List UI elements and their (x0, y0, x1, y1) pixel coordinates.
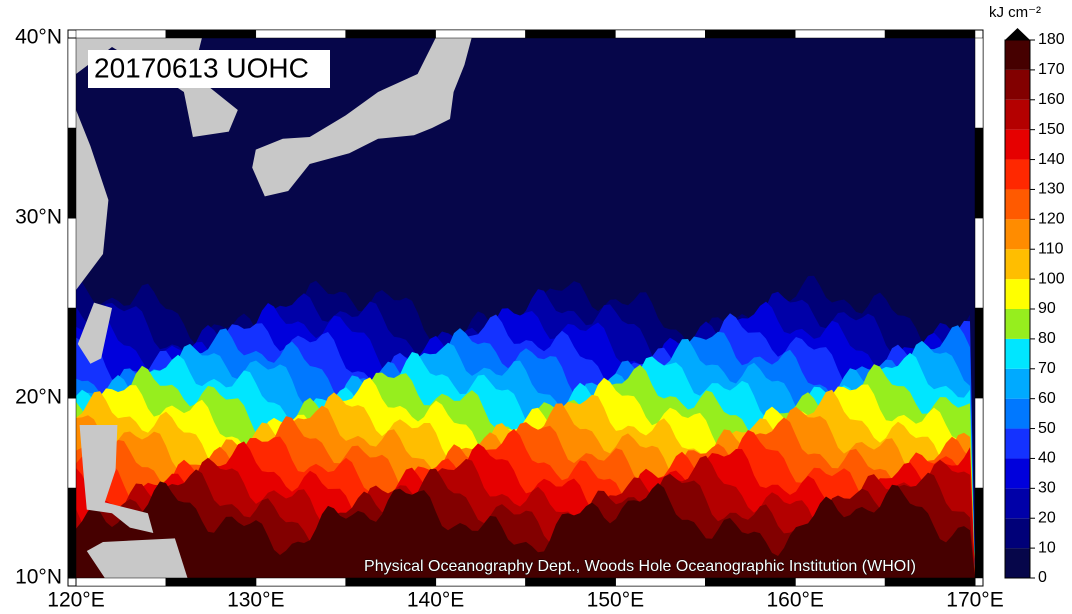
colorbar-cell (1005, 219, 1030, 250)
frame-segment (974, 307, 984, 399)
y-tick-label: 30°N (15, 206, 62, 229)
frame-segment (974, 397, 984, 489)
land (76, 38, 238, 137)
colorbar-tick-label: 140 (1038, 151, 1065, 168)
colorbar-tick-label: 40 (1038, 450, 1056, 467)
title-box (88, 50, 330, 88)
credit: Physical Oceanography Dept., Woods Hole … (364, 558, 916, 575)
x-tick-label: 160°E (766, 589, 823, 612)
frame-segment (884, 29, 976, 39)
colorbar-cell (1005, 488, 1030, 519)
land (252, 38, 472, 197)
map-area (76, 38, 975, 578)
x-tick-label: 170°E (946, 589, 1003, 612)
colorbar-cell (1005, 428, 1030, 459)
colorbar-tick-label: 80 (1038, 330, 1056, 347)
colorbar-tick-label: 10 (1038, 539, 1056, 556)
colorbar-cell (1005, 129, 1030, 160)
frame-segment (974, 217, 984, 309)
y-tick-label: 20°N (15, 386, 62, 409)
colorbar-cell (1005, 40, 1030, 70)
frame-segment (884, 577, 976, 587)
frame-segment (794, 29, 886, 39)
colorbar-tick-label: 170 (1038, 61, 1065, 78)
map-frame (67, 29, 984, 587)
frame-segment (165, 577, 257, 587)
frame-segment (705, 577, 796, 587)
colorbar-cell (1005, 458, 1030, 489)
colorbar-tick-label: 110 (1038, 240, 1064, 257)
colorbar-tick-label: 30 (1038, 480, 1056, 497)
colorbar-cell (1005, 548, 1030, 578)
colorbar-tick-label: 0 (1038, 569, 1047, 586)
frame-segment (67, 217, 77, 309)
x-tick-label: 130°E (227, 589, 284, 612)
colorbar-cell (1005, 189, 1030, 220)
colorbar-tick-label: 120 (1038, 211, 1065, 228)
frame-segment (794, 577, 886, 587)
land (86, 538, 188, 578)
frame-segment (974, 487, 984, 579)
colorbar-cell (1005, 279, 1030, 309)
colorbar-cell (1005, 338, 1030, 369)
frame-segment (345, 29, 436, 39)
colorbar-extend (1005, 28, 1030, 40)
frame-segment (525, 29, 616, 39)
colorbar-cell (1005, 518, 1030, 549)
frame-segment (974, 37, 984, 129)
frame-segment (615, 577, 706, 587)
colorbar-cell (1005, 99, 1030, 130)
frame-segment (67, 397, 77, 489)
y-tick-label: 10°N (15, 566, 62, 589)
land (77, 302, 112, 364)
colorbar-cell (1005, 398, 1030, 429)
frame-segment (255, 577, 346, 587)
colorbar-cell (1005, 249, 1030, 280)
colorbar-tick-label: 70 (1038, 360, 1056, 377)
colorbar-tick-label: 150 (1038, 121, 1065, 138)
heat-band (76, 481, 975, 578)
colorbar-tick-label: 20 (1038, 509, 1056, 526)
colorbar-cell (1005, 159, 1030, 190)
frame-segment (67, 487, 77, 579)
x-tick-label: 150°E (587, 589, 644, 612)
frame-segment (67, 307, 77, 399)
frame-segment (615, 29, 706, 39)
frame-segment (705, 29, 796, 39)
frame-segment (435, 577, 526, 587)
frame-segment (75, 29, 167, 39)
colorbar-tick-label: 180 (1038, 31, 1065, 48)
frame-segment (75, 577, 167, 587)
land (76, 110, 109, 290)
frame-segment (974, 127, 984, 219)
colorbar-tick-label: 160 (1038, 91, 1065, 108)
colorbar-cell (1005, 368, 1030, 399)
x-tick-label: 140°E (407, 589, 464, 612)
x-tick-label: 120°E (47, 589, 104, 612)
frame-segment (435, 29, 526, 39)
colorbar-tick-label: 50 (1038, 420, 1056, 437)
colorbar-tick-label: 90 (1038, 300, 1056, 317)
colorbar-tick-label: 60 (1038, 390, 1056, 407)
colorbar-cell (1005, 309, 1030, 339)
frame-segment (345, 577, 436, 587)
colorbar-tick-label: 130 (1038, 181, 1065, 198)
colorbar-cell (1005, 69, 1030, 100)
frame-segment (165, 29, 257, 39)
frame-segment (525, 577, 616, 587)
y-tick-label: 40°N (15, 26, 62, 49)
frame-segment (67, 127, 77, 219)
colorbar-tick-label: 100 (1038, 270, 1065, 287)
map-title: 20170613 UOHC (94, 52, 309, 83)
land (79, 425, 154, 533)
frame-segment (255, 29, 346, 39)
colorbar-unit: kJ cm⁻² (989, 4, 1041, 21)
frame-segment (67, 37, 77, 129)
